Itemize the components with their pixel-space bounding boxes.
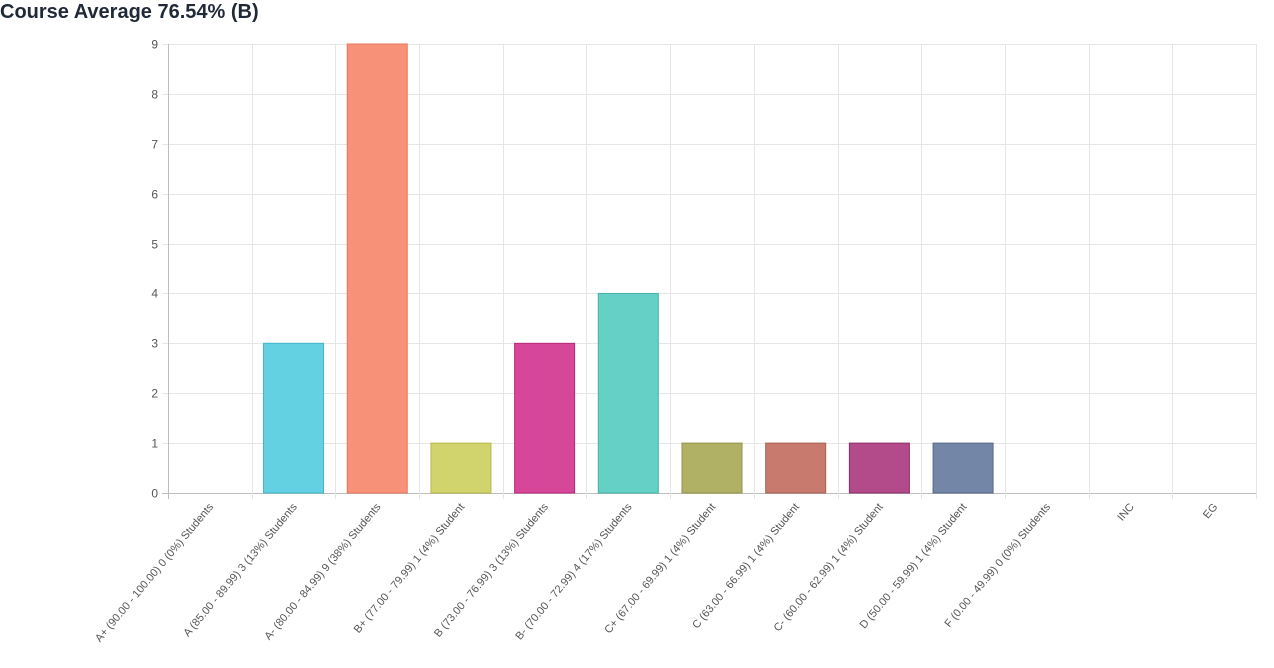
y-tick-label: 9: [151, 38, 158, 52]
bar[interactable]: [346, 43, 408, 494]
y-tick-label: 4: [151, 287, 158, 301]
bar[interactable]: [681, 442, 743, 494]
y-tick-label: 1: [151, 437, 158, 451]
chart-grid: [162, 44, 1257, 499]
y-tick-label: 5: [151, 238, 158, 252]
bar[interactable]: [848, 442, 910, 494]
bar[interactable]: [263, 342, 325, 494]
bars: [263, 43, 994, 494]
bar[interactable]: [765, 442, 827, 494]
chart-title: Course Average 76.54% (B): [0, 1, 259, 23]
y-axis: 0 1 2 3 4 5 6 7 8 9: [151, 38, 158, 501]
y-tick-label: 6: [151, 188, 158, 202]
bar[interactable]: [932, 442, 994, 494]
y-tick-label: 2: [151, 387, 158, 401]
y-tick-label: 7: [151, 138, 158, 152]
y-tick-label: 0: [151, 487, 158, 501]
bar[interactable]: [597, 292, 659, 494]
y-tick-label: 3: [151, 337, 158, 351]
x-tick-label: INC: [1115, 501, 1136, 523]
bar[interactable]: [514, 342, 576, 494]
y-tick-label: 8: [151, 88, 158, 102]
bar[interactable]: [430, 442, 492, 494]
x-tick-label: EG: [1201, 501, 1220, 521]
